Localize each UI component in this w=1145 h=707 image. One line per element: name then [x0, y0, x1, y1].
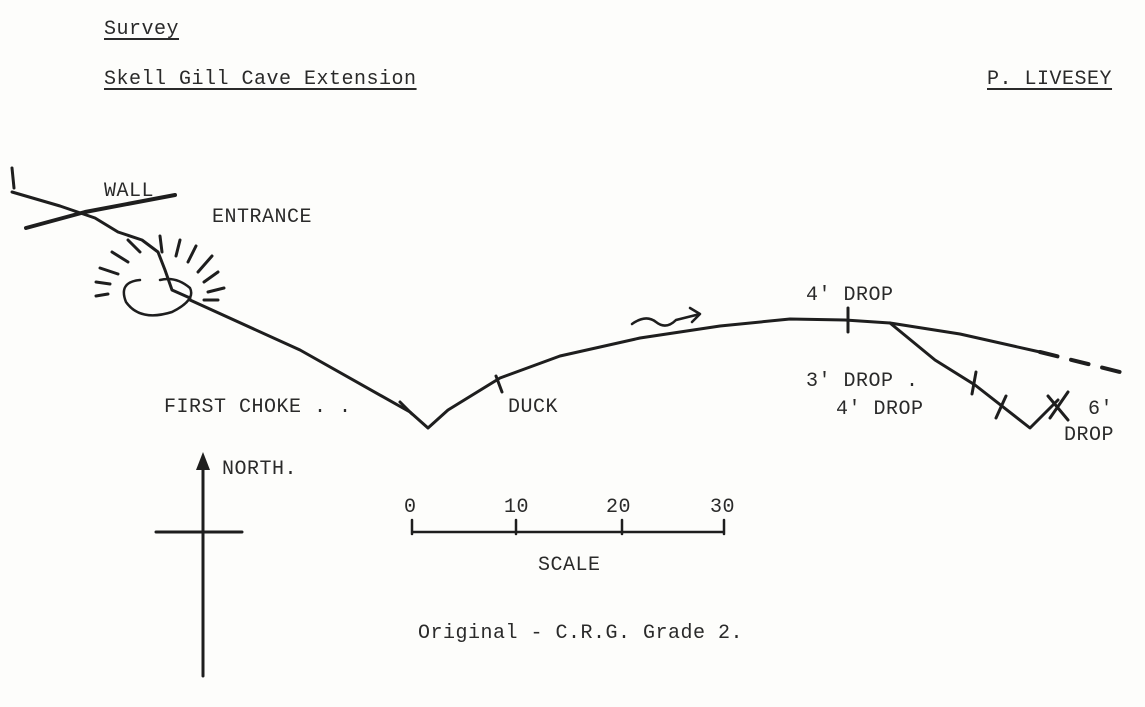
drop-4-top-label: 4' DROP: [806, 284, 894, 307]
drop-4-lower-label: 4' DROP: [836, 398, 924, 421]
north-label: NORTH.: [222, 458, 298, 481]
wall-line: [24, 193, 177, 230]
first-choke-label: FIRST CHOKE . .: [164, 396, 352, 419]
drop-6-word-label: DROP: [1064, 424, 1115, 447]
duck-label: DUCK: [508, 396, 559, 419]
scale-label: SCALE: [538, 554, 601, 577]
scale-tick-0: 0: [404, 496, 417, 519]
north-arrow-head: [196, 452, 210, 470]
scale-bar: [410, 518, 726, 536]
passage-upper: [10, 166, 192, 300]
drop-6-number-label: 6': [1088, 398, 1114, 421]
author-name: P. LIVESEY: [987, 68, 1113, 91]
passage-continuation: [1038, 350, 1122, 374]
entrance-hachures: [94, 234, 226, 302]
drop-3-label: 3' DROP .: [806, 370, 919, 393]
duck-mark: [494, 374, 504, 394]
scale-tick-30: 30: [710, 496, 736, 519]
entrance-label: ENTRANCE: [212, 206, 313, 229]
first-choke-mark: [398, 400, 414, 416]
entrance-shakehole: [122, 277, 193, 317]
water-flow-arrow: [630, 306, 702, 327]
survey-title: Skell Gill Cave Extension: [104, 68, 417, 91]
grade-note: Original - C.R.G. Grade 2.: [418, 622, 744, 645]
drop-4-lower-mark: [994, 394, 1008, 420]
wall-label: WALL: [104, 180, 155, 203]
section-title: Survey: [104, 18, 180, 41]
drop-6-mark: [1046, 390, 1070, 422]
scale-tick-20: 20: [606, 496, 632, 519]
drop-3-mark: [970, 370, 978, 396]
scale-tick-10: 10: [504, 496, 530, 519]
